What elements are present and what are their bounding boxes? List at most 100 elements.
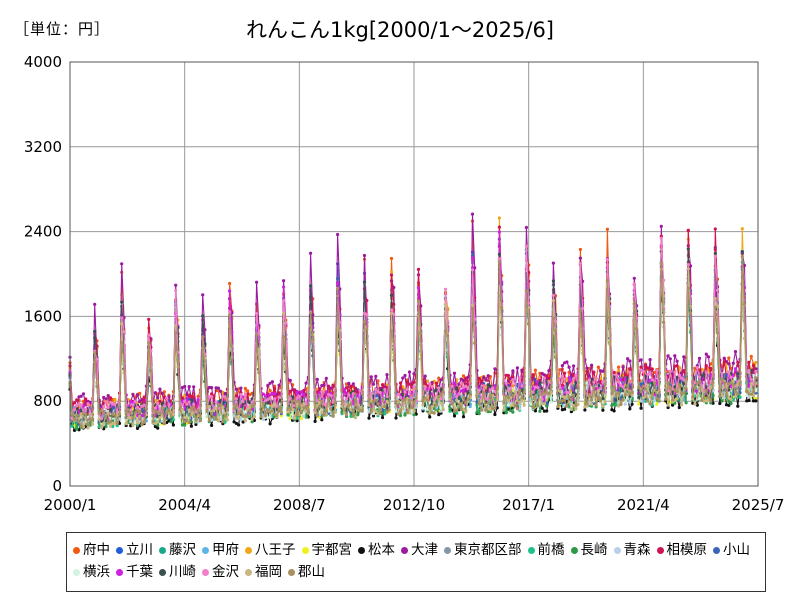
data-point — [637, 402, 641, 406]
data-point — [709, 362, 713, 366]
data-point — [754, 360, 758, 365]
data-point — [722, 396, 726, 400]
data-point — [533, 409, 538, 413]
data-point — [733, 367, 738, 371]
data-point — [362, 253, 367, 258]
data-point — [158, 399, 162, 403]
data-point — [437, 413, 441, 417]
data-point — [706, 355, 711, 359]
data-point — [623, 402, 627, 406]
data-point — [747, 360, 751, 364]
data-point — [156, 426, 160, 430]
data-point — [538, 371, 542, 375]
data-point — [300, 390, 304, 394]
data-point — [497, 216, 501, 220]
data-point — [473, 266, 477, 270]
data-point — [682, 355, 686, 359]
data-point — [347, 381, 351, 385]
data-point — [288, 389, 292, 393]
data-point — [590, 363, 594, 367]
data-point — [650, 367, 654, 371]
data-point — [169, 420, 173, 424]
data-point — [567, 376, 571, 380]
data-point — [686, 228, 690, 233]
data-point — [279, 414, 283, 418]
data-point — [560, 383, 565, 387]
data-point — [331, 383, 335, 387]
data-point — [120, 262, 124, 266]
data-point — [75, 398, 79, 402]
data-point — [482, 376, 486, 380]
data-point — [273, 392, 277, 396]
data-point — [511, 369, 515, 373]
data-point — [655, 402, 659, 406]
data-point — [410, 390, 414, 394]
data-point — [751, 399, 756, 403]
data-point — [320, 418, 324, 422]
data-point — [677, 365, 681, 369]
data-point — [459, 377, 463, 381]
data-point — [246, 389, 250, 393]
data-point — [617, 371, 621, 376]
data-point — [515, 366, 520, 370]
data-point — [189, 424, 193, 428]
data-point — [736, 404, 740, 408]
data-point — [639, 382, 643, 386]
data-point — [115, 424, 119, 428]
data-point — [659, 224, 663, 228]
data-point — [75, 427, 79, 431]
data-point — [309, 251, 313, 255]
data-point — [351, 382, 355, 386]
data-point — [367, 416, 371, 420]
data-point — [288, 378, 292, 383]
data-point — [722, 356, 726, 360]
data-point — [747, 398, 751, 403]
data-point — [727, 362, 731, 366]
data-point — [425, 379, 430, 383]
data-point — [518, 407, 522, 411]
data-point — [497, 230, 501, 234]
data-point — [567, 365, 571, 369]
data-point — [356, 413, 360, 417]
data-point — [133, 421, 137, 425]
data-point — [470, 256, 475, 260]
data-point — [385, 383, 389, 387]
data-point — [628, 367, 632, 371]
data-point — [142, 396, 146, 400]
data-point — [286, 412, 290, 416]
data-point — [104, 424, 108, 429]
data-point — [356, 393, 360, 397]
data-point — [583, 408, 587, 412]
data-point — [437, 376, 441, 380]
data-point — [697, 356, 702, 360]
data-point — [147, 317, 151, 321]
data-point — [751, 364, 756, 368]
data-point — [371, 414, 376, 418]
data-point — [542, 409, 547, 413]
data-point — [423, 374, 427, 378]
data-point — [504, 411, 508, 415]
data-point — [412, 372, 416, 376]
data-point — [216, 386, 220, 390]
data-point — [135, 426, 140, 430]
data-point — [749, 354, 753, 359]
data-point — [196, 398, 200, 402]
data-point — [228, 289, 232, 293]
data-point — [563, 371, 567, 375]
data-point — [684, 401, 688, 405]
data-point — [234, 387, 238, 391]
data-point — [709, 373, 713, 377]
data-point — [162, 390, 166, 394]
data-point — [461, 374, 466, 378]
data-point — [560, 364, 565, 368]
data-point — [617, 369, 621, 373]
data-point — [736, 360, 740, 364]
data-point — [394, 416, 398, 420]
data-point — [727, 356, 731, 360]
data-point — [416, 267, 421, 271]
data-point — [709, 366, 713, 370]
data-point — [228, 281, 232, 286]
data-point — [160, 391, 164, 396]
data-point — [621, 365, 625, 369]
